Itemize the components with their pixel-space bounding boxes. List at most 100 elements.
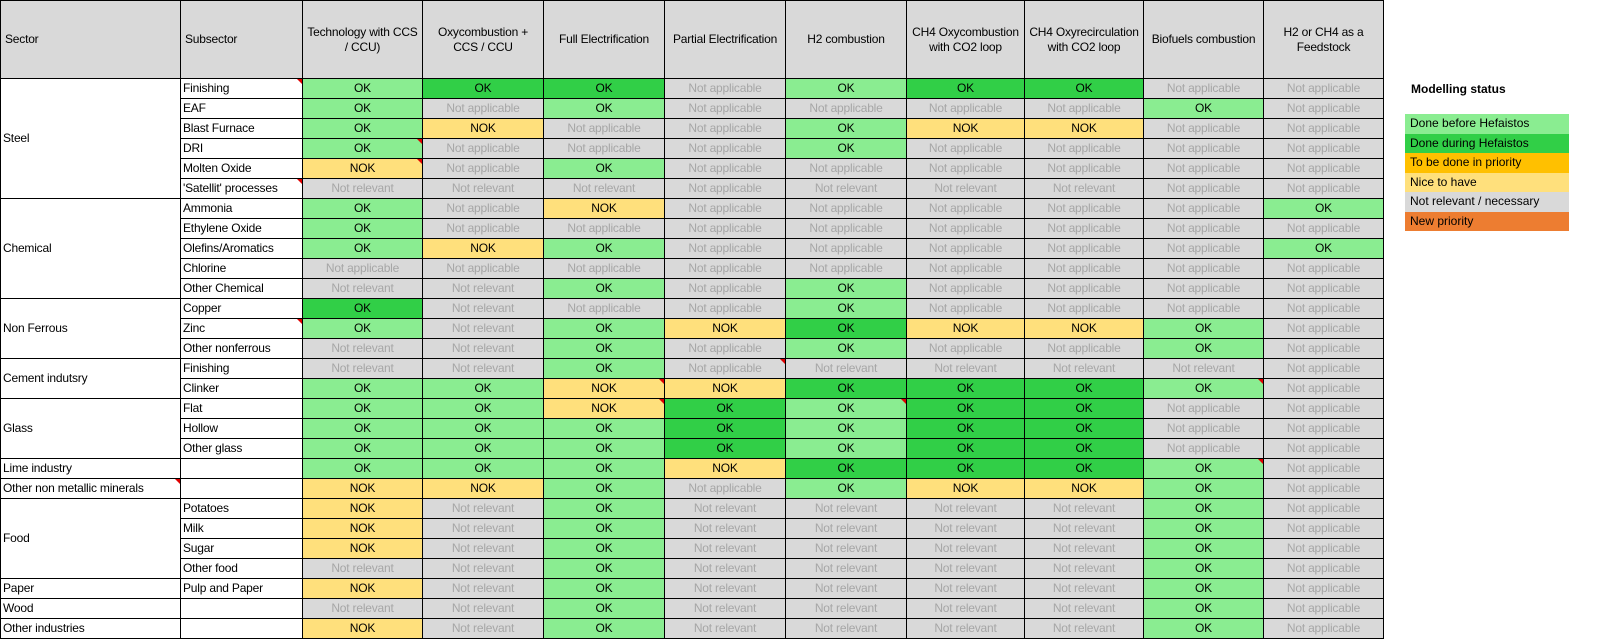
status-cell[interactable]: Not applicable: [1263, 518, 1384, 539]
status-cell[interactable]: OK: [664, 438, 786, 459]
subsector-cell[interactable]: Ammonia: [180, 198, 303, 219]
status-cell[interactable]: OK: [422, 378, 544, 399]
status-cell[interactable]: Not applicable: [1143, 198, 1264, 219]
status-cell[interactable]: Not applicable: [664, 198, 786, 219]
status-cell[interactable]: Not applicable: [1263, 178, 1384, 199]
status-cell[interactable]: Not applicable: [1263, 578, 1384, 599]
status-cell[interactable]: NOK: [302, 538, 423, 559]
column-header[interactable]: Partial Electrification: [664, 0, 786, 79]
status-cell[interactable]: NOK: [543, 398, 665, 419]
status-cell[interactable]: Not applicable: [1024, 258, 1144, 279]
status-cell[interactable]: Not relevant: [422, 358, 544, 379]
status-cell[interactable]: OK: [543, 558, 665, 579]
status-cell[interactable]: OK: [906, 438, 1025, 459]
status-cell[interactable]: OK: [664, 418, 786, 439]
status-cell[interactable]: OK: [1143, 618, 1264, 639]
sector-cell[interactable]: Other non metallic minerals: [0, 478, 181, 499]
status-cell[interactable]: Not applicable: [664, 298, 786, 319]
status-cell[interactable]: Not relevant: [422, 618, 544, 639]
status-cell[interactable]: OK: [664, 398, 786, 419]
status-cell[interactable]: Not relevant: [422, 538, 544, 559]
status-cell[interactable]: OK: [1143, 458, 1264, 479]
status-cell[interactable]: Not relevant: [664, 578, 786, 599]
status-cell[interactable]: Not applicable: [1143, 138, 1264, 159]
status-cell[interactable]: Not applicable: [1263, 398, 1384, 419]
status-cell[interactable]: Not applicable: [664, 118, 786, 139]
column-header[interactable]: H2 or CH4 as a Feedstock: [1263, 0, 1384, 79]
status-cell[interactable]: OK: [543, 358, 665, 379]
status-cell[interactable]: Not applicable: [422, 218, 544, 239]
status-cell[interactable]: OK: [543, 438, 665, 459]
column-header[interactable]: CH4 Oxycombustion with CO2 loop: [906, 0, 1025, 79]
status-cell[interactable]: Not applicable: [1143, 258, 1264, 279]
status-cell[interactable]: Not relevant: [1024, 358, 1144, 379]
subsector-cell[interactable]: Olefins/Aromatics: [180, 238, 303, 259]
status-cell[interactable]: OK: [543, 578, 665, 599]
sector-cell[interactable]: Glass: [0, 398, 181, 459]
status-cell[interactable]: OK: [302, 458, 423, 479]
status-cell[interactable]: Not relevant: [422, 318, 544, 339]
status-cell[interactable]: Not relevant: [422, 518, 544, 539]
status-cell[interactable]: Not relevant: [664, 558, 786, 579]
status-cell[interactable]: OK: [785, 318, 907, 339]
subsector-cell[interactable]: Other Chemical: [180, 278, 303, 299]
status-cell[interactable]: Not relevant: [785, 358, 907, 379]
status-cell[interactable]: OK: [785, 438, 907, 459]
subsector-cell[interactable]: Copper: [180, 298, 303, 319]
status-cell[interactable]: Not relevant: [1024, 538, 1144, 559]
status-cell[interactable]: Not relevant: [302, 338, 423, 359]
subsector-cell[interactable]: Hollow: [180, 418, 303, 439]
status-cell[interactable]: OK: [543, 98, 665, 119]
status-cell[interactable]: Not relevant: [1024, 498, 1144, 519]
status-cell[interactable]: OK: [302, 298, 423, 319]
subsector-cell[interactable]: Finishing: [180, 78, 303, 99]
subsector-cell[interactable]: [180, 478, 303, 499]
column-header[interactable]: Full Electrification: [543, 0, 665, 79]
status-cell[interactable]: Not relevant: [543, 178, 665, 199]
status-cell[interactable]: Not applicable: [1263, 438, 1384, 459]
status-cell[interactable]: Not applicable: [422, 138, 544, 159]
status-cell[interactable]: Not relevant: [422, 178, 544, 199]
status-cell[interactable]: OK: [1024, 438, 1144, 459]
status-cell[interactable]: Not applicable: [1024, 218, 1144, 239]
status-cell[interactable]: OK: [1143, 338, 1264, 359]
status-cell[interactable]: NOK: [422, 118, 544, 139]
status-cell[interactable]: OK: [422, 78, 544, 99]
status-cell[interactable]: Not applicable: [1263, 598, 1384, 619]
status-cell[interactable]: NOK: [302, 518, 423, 539]
status-cell[interactable]: Not relevant: [785, 558, 907, 579]
status-cell[interactable]: NOK: [422, 238, 544, 259]
subsector-cell[interactable]: Pulp and Paper: [180, 578, 303, 599]
status-cell[interactable]: Not relevant: [422, 338, 544, 359]
status-cell[interactable]: OK: [785, 418, 907, 439]
status-cell[interactable]: Not relevant: [664, 498, 786, 519]
status-cell[interactable]: OK: [422, 398, 544, 419]
status-cell[interactable]: Not applicable: [1263, 218, 1384, 239]
status-cell[interactable]: Not applicable: [785, 158, 907, 179]
status-cell[interactable]: Not applicable: [1263, 338, 1384, 359]
status-cell[interactable]: Not applicable: [1263, 78, 1384, 99]
status-cell[interactable]: OK: [1024, 378, 1144, 399]
status-cell[interactable]: Not applicable: [664, 478, 786, 499]
status-cell[interactable]: NOK: [543, 198, 665, 219]
status-cell[interactable]: Not applicable: [664, 138, 786, 159]
status-cell[interactable]: Not relevant: [1024, 598, 1144, 619]
status-cell[interactable]: Not applicable: [664, 258, 786, 279]
status-cell[interactable]: Not applicable: [906, 238, 1025, 259]
status-cell[interactable]: Not applicable: [906, 298, 1025, 319]
status-cell[interactable]: Not applicable: [1263, 318, 1384, 339]
column-header[interactable]: Subsector: [180, 0, 303, 79]
status-cell[interactable]: Not applicable: [1143, 158, 1264, 179]
status-cell[interactable]: Not applicable: [1024, 238, 1144, 259]
status-cell[interactable]: Not applicable: [906, 98, 1025, 119]
status-cell[interactable]: OK: [785, 378, 907, 399]
status-cell[interactable]: Not relevant: [906, 498, 1025, 519]
subsector-cell[interactable]: Other food: [180, 558, 303, 579]
status-cell[interactable]: OK: [302, 438, 423, 459]
status-cell[interactable]: NOK: [422, 478, 544, 499]
status-cell[interactable]: Not relevant: [664, 618, 786, 639]
status-cell[interactable]: OK: [302, 198, 423, 219]
status-cell[interactable]: Not applicable: [664, 218, 786, 239]
status-cell[interactable]: OK: [906, 458, 1025, 479]
column-header[interactable]: Biofuels combustion: [1143, 0, 1264, 79]
